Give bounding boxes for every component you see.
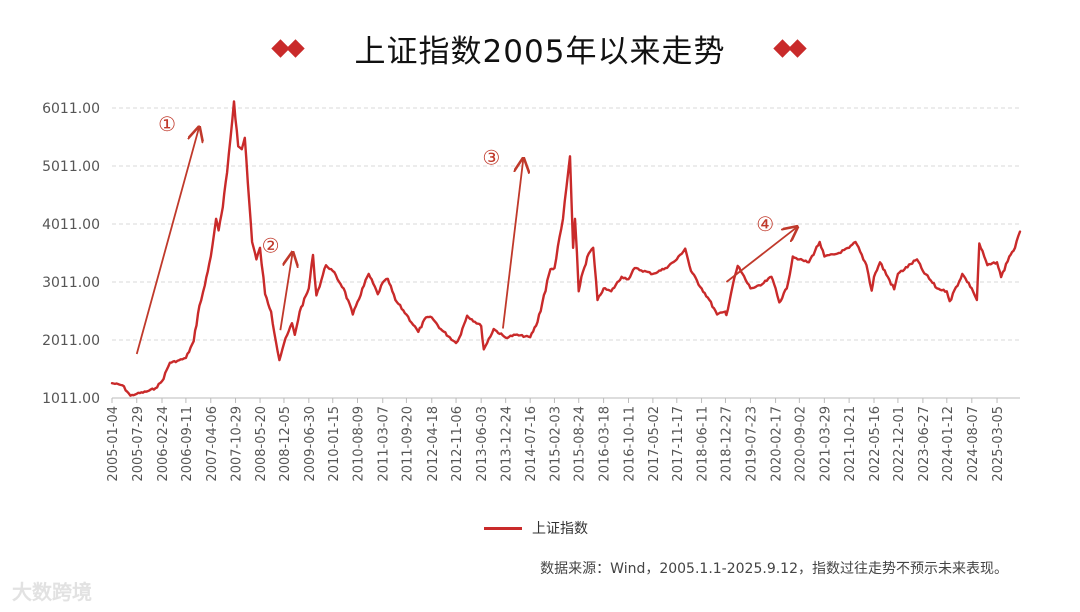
x-tick-label: 2008-05-20: [254, 406, 269, 482]
x-tick-label: 2006-02-24: [156, 406, 171, 482]
x-tick-label: 2017-05-02: [647, 406, 662, 482]
y-tick-label: 1011.00: [42, 391, 100, 407]
x-tick-label: 2005-07-29: [131, 406, 146, 482]
trend-arrow-label: ③: [482, 146, 500, 170]
x-tick-label: 2019-07-23: [744, 406, 759, 482]
annotations: ① ② ③ ④: [135, 112, 797, 355]
legend-label: 上证指数: [532, 521, 588, 537]
x-tick-label: 2022-12-01: [892, 406, 907, 482]
trend-arrow-4: [725, 227, 797, 283]
x-tick-label: 2015-08-24: [573, 406, 588, 482]
x-tick-label: 2021-03-29: [818, 406, 833, 482]
legend-swatch: [484, 527, 522, 530]
x-tick-label: 2010-01-15: [327, 406, 342, 482]
y-tick-label: 6011.00: [42, 101, 100, 117]
watermark-logo: 大数跨境: [12, 580, 92, 604]
chart-title-row: 上证指数2005年以来走势: [0, 26, 1080, 71]
x-tick-label: 2021-10-21: [843, 406, 858, 482]
x-tick-label: 2016-10-11: [622, 406, 637, 482]
series-layer: [110, 100, 1022, 397]
x-tick-label: 2020-02-17: [770, 406, 785, 482]
x-tick-label: 2006-09-11: [180, 406, 195, 482]
x-tick-label: 2005-01-04: [106, 406, 121, 482]
x-tick-label: 2018-12-27: [719, 406, 734, 482]
x-tick-label: 2013-06-03: [475, 406, 490, 482]
trend-arrow-label: ④: [756, 212, 774, 236]
source-note: 数据来源：Wind，2005.1.1-2025.9.12，指数过往走势不预示未来…: [540, 561, 1008, 577]
x-tick-label: 2024-01-12: [941, 406, 956, 482]
x-tick-label: 2011-03-07: [377, 406, 392, 482]
grid-lines: [112, 107, 1020, 341]
x-tick-label: 2010-08-09: [352, 406, 367, 482]
x-tick-label: 2016-03-18: [598, 406, 613, 482]
x-tick-label: 2012-11-06: [450, 406, 465, 482]
x-tick-label: 2022-05-16: [868, 406, 883, 482]
x-tick-label: 2017-11-17: [671, 406, 686, 482]
x-tick-label: 2007-04-06: [205, 406, 220, 482]
trend-arrow-2: [279, 252, 292, 331]
trend-arrow-3: [502, 159, 523, 329]
trend-arrow-label: ②: [262, 233, 280, 257]
x-tick-label: 2023-06-27: [917, 406, 932, 482]
x-tick-label: 2008-12-05: [278, 406, 293, 482]
x-tick-label: 2011-09-20: [400, 406, 415, 482]
x-tick-label: 2024-08-07: [966, 406, 981, 482]
y-tick-label: 2011.00: [42, 333, 100, 349]
x-tick-label: 2015-02-03: [548, 406, 563, 482]
y-tick-label: 5011.00: [42, 159, 100, 175]
chart-title: 上证指数2005年以来走势: [354, 34, 726, 70]
x-tick-label: 2018-06-11: [696, 406, 711, 482]
x-tick-label: 2025-03-05: [991, 406, 1006, 482]
x-tick-label: 2012-04-18: [426, 406, 441, 482]
x-tick-label: 2013-12-24: [500, 406, 515, 482]
y-tick-label: 4011.00: [42, 217, 100, 233]
x-tick-label: 2020-09-02: [793, 406, 808, 482]
x-tick-label: 2009-06-30: [303, 406, 318, 482]
axes: 1011.00 2011.00 3011.00 4011.00 5011.00 6011.…: [42, 101, 1020, 482]
series-line-shanghai-index: [110, 100, 1022, 397]
trend-arrow-label: ①: [158, 112, 176, 136]
trend-arrow-1: [135, 127, 199, 355]
x-tick-label: 2014-07-16: [524, 406, 539, 482]
x-tick-label: 2007-10-29: [230, 406, 245, 482]
y-tick-label: 3011.00: [42, 275, 100, 291]
